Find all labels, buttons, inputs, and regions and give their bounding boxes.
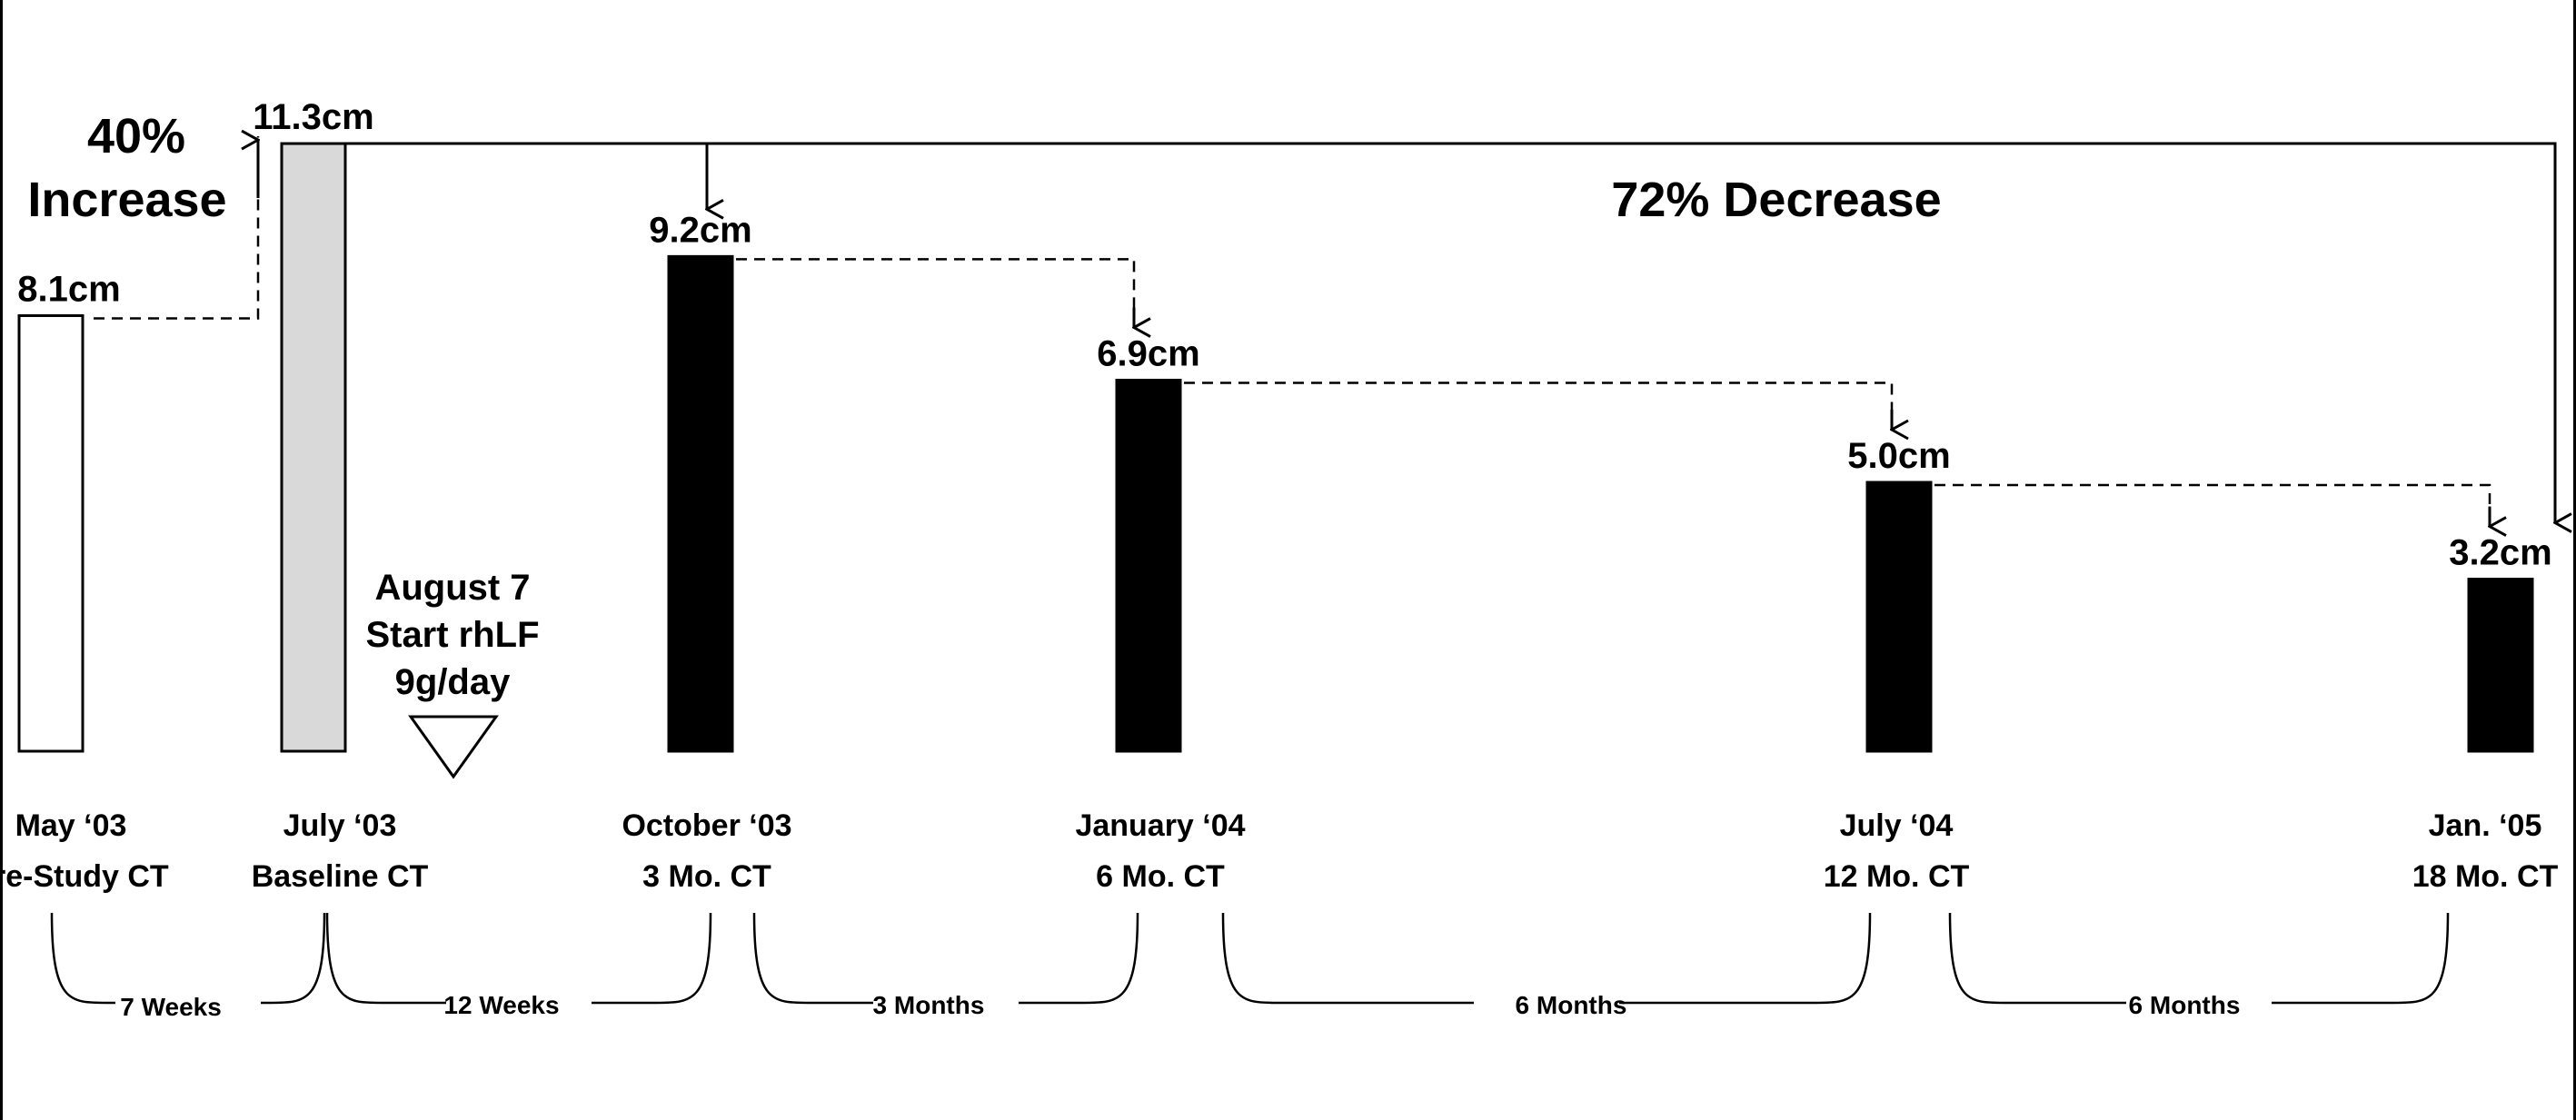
treatment-dose: 9g/day bbox=[395, 662, 511, 702]
category-scan-0: Pre-Study CT bbox=[0, 859, 169, 894]
connector-2 bbox=[1184, 382, 1894, 430]
bar-4 bbox=[1865, 481, 1933, 753]
interval-brace-0 bbox=[50, 912, 326, 1005]
value-label-1: 11.3cm bbox=[253, 97, 373, 137]
interval-label-4: 6 Months bbox=[2129, 991, 2241, 1019]
bar-0 bbox=[17, 313, 85, 753]
category-date-4: July ‘04 bbox=[1840, 808, 1954, 843]
bar-2 bbox=[667, 254, 734, 753]
bar-3 bbox=[1115, 379, 1182, 753]
value-label-4: 5.0cm bbox=[1847, 436, 1950, 476]
value-label-2: 9.2cm bbox=[649, 210, 751, 250]
category-date-1: July ‘03 bbox=[283, 808, 397, 843]
category-scan-3: 6 Mo. CT bbox=[1096, 859, 1225, 894]
connector-3 bbox=[1934, 483, 2491, 527]
category-scan-2: 3 Mo. CT bbox=[642, 859, 771, 894]
treatment-date: August 7 bbox=[374, 568, 530, 608]
value-label-5: 3.2cm bbox=[2449, 533, 2551, 573]
interval-brace-1 bbox=[325, 912, 712, 1005]
interval-label-2: 3 Months bbox=[873, 991, 985, 1019]
value-label-0: 8.1cm bbox=[17, 269, 120, 309]
category-date-2: October ‘03 bbox=[622, 808, 791, 843]
category-scan-1: Baseline CT bbox=[252, 859, 429, 894]
interval-brace-3 bbox=[1221, 912, 1872, 1005]
treatment-drug: Start rhLF bbox=[365, 615, 539, 655]
bar-5 bbox=[2467, 578, 2534, 753]
category-date-5: Jan. ‘05 bbox=[2429, 808, 2542, 843]
interval-label-0: 7 Weeks bbox=[120, 993, 222, 1021]
category-labels: May ‘03 Pre-Study CT July ‘03 Baseline C… bbox=[0, 808, 2559, 894]
bar-1 bbox=[280, 142, 347, 753]
category-scan-4: 12 Mo. CT bbox=[1824, 859, 1970, 894]
decrease-label: 72% Decrease bbox=[1611, 173, 1941, 227]
value-labels: 8.1cm 11.3cm 9.2cm 6.9cm 5.0cm 3.2cm bbox=[17, 97, 2551, 573]
interval-labels: 7 Weeks 12 Weeks 3 Months 6 Months 6 Mon… bbox=[120, 991, 2240, 1021]
increase-label: Increase bbox=[27, 173, 226, 227]
category-date-0: May ‘03 bbox=[15, 808, 127, 843]
overall-decrease-line bbox=[345, 142, 2555, 523]
category-date-3: January ‘04 bbox=[1075, 808, 1245, 843]
interval-braces bbox=[50, 912, 2450, 1005]
interval-label-3: 6 Months bbox=[1516, 991, 1627, 1019]
treatment-start-triangle-icon bbox=[408, 715, 499, 779]
interval-label-1: 12 Weeks bbox=[443, 991, 559, 1019]
increase-percent: 40% bbox=[87, 109, 185, 164]
value-label-3: 6.9cm bbox=[1097, 334, 1199, 374]
bars bbox=[17, 142, 2534, 753]
interval-brace-2 bbox=[752, 912, 1139, 1005]
connectors bbox=[94, 136, 2555, 527]
connector-0 bbox=[94, 136, 260, 320]
interval-brace-4 bbox=[1948, 912, 2450, 1005]
category-scan-5: 18 Mo. CT bbox=[2412, 859, 2559, 894]
connector-1 bbox=[736, 258, 1136, 328]
